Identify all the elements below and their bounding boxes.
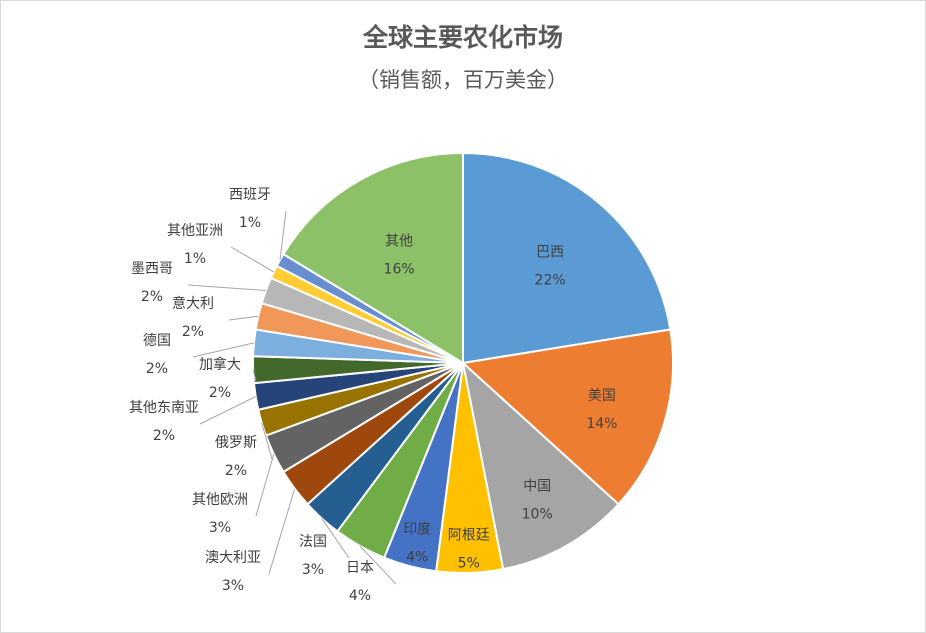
slice-name-label: 加拿大 (199, 356, 241, 373)
slice-name-label: 日本 (346, 560, 374, 576)
slice-percent-label: 2% (225, 463, 247, 479)
slice-name-label: 巴西 (536, 245, 564, 261)
slice-name-label: 西班牙 (229, 187, 271, 203)
slice-name-label: 其他欧洲 (192, 492, 248, 508)
slice-percent-label: 1% (184, 251, 206, 267)
leader-line (279, 210, 287, 261)
chart-subtitle: （销售额，百万美金） (358, 68, 568, 92)
slice-name-label: 墨西哥 (131, 261, 173, 277)
slice-percent-label: 10% (522, 507, 553, 523)
slice-percent-label: 3% (222, 578, 244, 594)
slice-name-label: 德国 (143, 333, 171, 349)
leader-line (230, 246, 275, 273)
slice-percent-label: 2% (153, 428, 175, 444)
leader-line (187, 284, 266, 291)
slice-name-label: 其他 (385, 234, 413, 250)
slice-percent-label: 4% (349, 588, 371, 604)
leader-line (321, 518, 350, 559)
slice-name-label: 中国 (523, 479, 551, 495)
slice-percent-label: 4% (406, 550, 428, 566)
slice-name-label: 印度 (403, 522, 431, 538)
slice-name-label: 俄罗斯 (215, 435, 257, 451)
slice-name-label: 其他亚洲 (167, 223, 223, 239)
slice-percent-label: 22% (535, 273, 566, 289)
slice-percent-label: 2% (209, 385, 231, 401)
leader-line (228, 315, 259, 321)
slice-percent-label: 1% (239, 215, 261, 231)
pie-slice (461, 360, 620, 571)
slice-name-label: 法国 (299, 534, 327, 550)
slice-name-label: 意大利 (172, 295, 214, 312)
leader-line (268, 488, 296, 575)
pie-slice (460, 328, 674, 506)
slice-name-label: 阿根廷 (448, 528, 490, 544)
leader-line (359, 545, 397, 585)
leader-line (252, 369, 257, 382)
slice-percent-label: 3% (209, 520, 231, 536)
slice-name-label: 其他东南亚 (129, 400, 199, 416)
slice-percent-label: 2% (141, 289, 163, 305)
slice-name-label: 澳大利亚 (205, 550, 261, 566)
pie-slice (282, 151, 464, 365)
slice-percent-label: 14% (586, 416, 617, 432)
slice-percent-label: 2% (146, 361, 168, 377)
leader-line (261, 422, 273, 460)
leader-line (192, 342, 255, 358)
slice-percent-label: 16% (384, 262, 415, 278)
leader-line (199, 396, 256, 425)
leader-line (255, 453, 275, 517)
slice-percent-label: 5% (458, 556, 480, 572)
pie-slice (462, 151, 672, 365)
chart-title: 全球主要农化市场 (362, 23, 563, 52)
slice-name-label: 美国 (588, 388, 616, 404)
slice-percent-label: 3% (302, 562, 324, 578)
slice-percent-label: 2% (182, 324, 204, 340)
